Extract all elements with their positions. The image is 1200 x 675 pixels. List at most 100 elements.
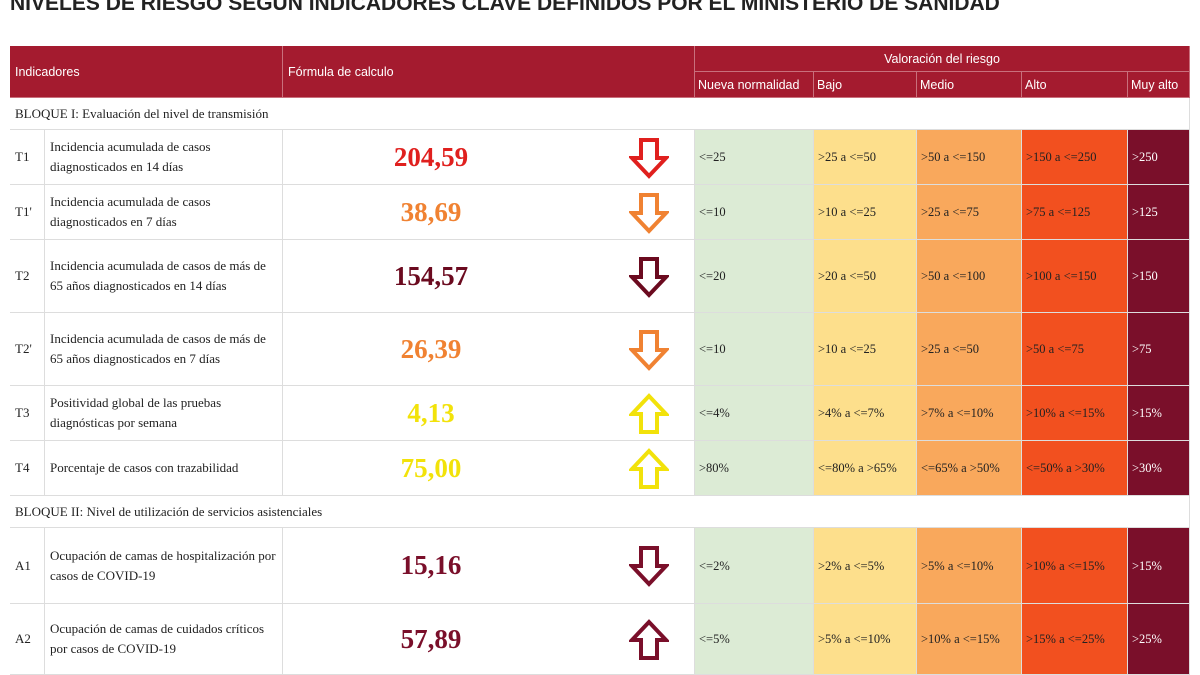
- trend-arrow: [629, 447, 669, 489]
- risk-level: >25 a <=50: [917, 313, 1022, 386]
- code: A2: [10, 604, 45, 675]
- risk-level: >7% a <=10%: [917, 386, 1022, 441]
- value-text: 26,39: [400, 333, 462, 364]
- trend-arrow: [629, 392, 669, 434]
- code: T1': [10, 185, 45, 240]
- risk-level: >25%: [1128, 604, 1190, 675]
- risk-level: <=20: [695, 240, 814, 313]
- indicator: Ocupación de camas de cuidados críticos …: [45, 604, 283, 675]
- arrow-shape: [629, 329, 669, 371]
- value: 75,00: [283, 441, 695, 496]
- risk-level: >25 a <=75: [917, 185, 1022, 240]
- arrow-shape: [629, 447, 669, 489]
- value-text: 4,13: [407, 397, 455, 428]
- code: T3: [10, 386, 45, 441]
- risk-level: >75 a <=125: [1022, 185, 1128, 240]
- risk-level: <=80% a >65%: [814, 441, 917, 496]
- indicator: Positividad global de las pruebas diagnó…: [45, 386, 283, 441]
- risk-level: <=4%: [695, 386, 814, 441]
- arrow-shape: [629, 392, 669, 434]
- risk-level: >50 a <=150: [917, 130, 1022, 185]
- header-cell: Muy alto: [1128, 72, 1190, 98]
- trend-arrow: [629, 192, 669, 234]
- trend-arrow: [629, 256, 669, 298]
- trend-arrow: [629, 546, 669, 587]
- risk-level: >75: [1128, 313, 1190, 386]
- trend-arrow: [629, 618, 669, 660]
- value-text: 75,00: [400, 452, 462, 483]
- value: 57,89: [283, 604, 695, 675]
- trend-arrow: [629, 137, 669, 179]
- risk-level: >30%: [1128, 441, 1190, 496]
- indicator: Incidencia acumulada de casos de más de …: [45, 240, 283, 313]
- code: A1: [10, 528, 45, 604]
- risk-level: >25 a <=50: [814, 130, 917, 185]
- value: 15,16: [283, 528, 695, 604]
- risk-level: >50 a <=100: [917, 240, 1022, 313]
- indicator: Ocupación de camas de hospitalización po…: [45, 528, 283, 604]
- code: T1: [10, 130, 45, 185]
- risk-level: <=2%: [695, 528, 814, 604]
- value-text: 15,16: [400, 550, 462, 580]
- risk-level: >15%: [1128, 528, 1190, 604]
- arrow-shape: [629, 256, 669, 298]
- risk-level: <=10: [695, 185, 814, 240]
- risk-level: >10% a <=15%: [1022, 386, 1128, 441]
- code: T2: [10, 240, 45, 313]
- value: 204,59: [283, 130, 695, 185]
- header-cell: Nueva normalidad: [695, 72, 814, 98]
- risk-level: >10 a <=25: [814, 185, 917, 240]
- header-cell: Indicadores: [10, 46, 283, 98]
- indicator: Incidencia acumulada de casos diagnostic…: [45, 130, 283, 185]
- risk-level: >5% a <=10%: [917, 528, 1022, 604]
- value: 26,39: [283, 313, 695, 386]
- risk-level: >100 a <=150: [1022, 240, 1128, 313]
- value: 154,57: [283, 240, 695, 313]
- risk-level: >10% a <=15%: [1022, 528, 1128, 604]
- header-cell: Alto: [1022, 72, 1128, 98]
- header-cell: Medio: [917, 72, 1022, 98]
- arrow-shape: [629, 618, 669, 660]
- page-title: NIVELES DE RIESGO SEGÚN INDICADORES CLAV…: [10, 0, 1000, 15]
- value-text: 38,69: [400, 196, 462, 227]
- indicator: Porcentaje de casos con trazabilidad: [45, 441, 283, 496]
- indicator: Incidencia acumulada de casos diagnostic…: [45, 185, 283, 240]
- arrow-shape: [629, 192, 669, 234]
- section-title: BLOQUE II: Nivel de utilización de servi…: [10, 496, 1190, 528]
- risk-level: >2% a <=5%: [814, 528, 917, 604]
- risk-level: <=25: [695, 130, 814, 185]
- code: T2': [10, 313, 45, 386]
- risk-level: >5% a <=10%: [814, 604, 917, 675]
- risk-level: >20 a <=50: [814, 240, 917, 313]
- risk-level: >15% a <=25%: [1022, 604, 1128, 675]
- arrow-shape: [629, 546, 669, 587]
- risk-level: >250: [1128, 130, 1190, 185]
- risk-level: <=5%: [695, 604, 814, 675]
- risk-level: >80%: [695, 441, 814, 496]
- risk-level: >50 a <=75: [1022, 313, 1128, 386]
- trend-arrow: [629, 329, 669, 371]
- risk-level: <=10: [695, 313, 814, 386]
- risk-level: <=65% a >50%: [917, 441, 1022, 496]
- code: T4: [10, 441, 45, 496]
- value-text: 154,57: [393, 260, 469, 291]
- value-text: 57,89: [400, 623, 462, 654]
- header-cell: Fórmula de calculo: [283, 46, 695, 98]
- risk-level: >15%: [1128, 386, 1190, 441]
- value: 38,69: [283, 185, 695, 240]
- indicator: Incidencia acumulada de casos de más de …: [45, 313, 283, 386]
- value-text: 204,59: [393, 141, 469, 172]
- header-cell: Bajo: [814, 72, 917, 98]
- header-cell: Valoración del riesgo: [695, 46, 1190, 72]
- section-title: BLOQUE I: Evaluación del nivel de transm…: [10, 98, 1190, 130]
- risk-level: >4% a <=7%: [814, 386, 917, 441]
- risk-level: >10% a <=15%: [917, 604, 1022, 675]
- risk-level: >10 a <=25: [814, 313, 917, 386]
- risk-level: <=50% a >30%: [1022, 441, 1128, 496]
- risk-level: >150: [1128, 240, 1190, 313]
- arrow-shape: [629, 137, 669, 179]
- risk-level: >125: [1128, 185, 1190, 240]
- risk-level: >150 a <=250: [1022, 130, 1128, 185]
- value: 4,13: [283, 386, 695, 441]
